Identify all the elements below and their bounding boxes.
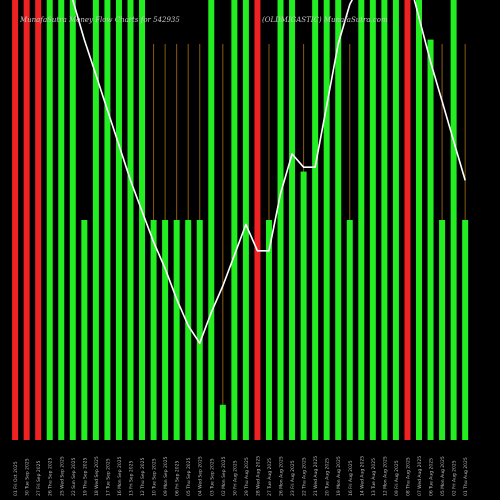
money-flow-bar (358, 0, 365, 440)
money-flow-bar (219, 404, 226, 440)
money-flow-bar (439, 220, 446, 440)
money-flow-bar (185, 220, 192, 440)
money-flow-bar (450, 0, 457, 440)
money-flow-bar (335, 0, 342, 440)
x-tick-labels: 01 Fri Oct 2025 30 Tue Sep 2025 27 Fri Sep… (13, 456, 469, 496)
money-flow-bar (115, 0, 122, 440)
x-tick-label: 19 Thu Sep 2025 (82, 457, 88, 496)
money-flow-bar (35, 0, 42, 440)
money-flow-bar (23, 0, 30, 440)
money-flow-bar (369, 0, 376, 440)
x-tick-label: 05 Thu Sep 2025 (186, 457, 192, 496)
money-flow-bar (127, 0, 134, 440)
x-tick-label: 18 Wed Sep 2025 (94, 456, 100, 496)
x-tick-label: 22 Thu Aug 2025 (302, 457, 308, 496)
x-tick-label: 04 Wed Sep 2025 (198, 456, 204, 496)
x-tick-label: 28 Wed Aug 2025 (255, 456, 261, 496)
money-flow-bar (254, 0, 261, 440)
x-tick-label: 19 Mon Aug 2025 (336, 456, 342, 496)
x-tick-label: 01 Fri Oct 2025 (13, 461, 19, 496)
x-tick-label: 09 Mon Sep 2025 (163, 456, 169, 496)
x-tick-label: 13 Fri Sep 2025 (129, 461, 135, 496)
money-flow-bar (242, 0, 249, 440)
money-flow-bar (265, 220, 272, 440)
x-tick-label: 23 Fri Aug 2025 (290, 460, 296, 496)
money-flow-bar (104, 0, 111, 440)
x-tick-label: 20 Tue Aug 2025 (325, 458, 331, 496)
x-tick-label: 22 Sun Sep 2025 (71, 457, 77, 496)
money-flow-bar (92, 0, 99, 440)
chart-title-right: (OLDMIGASTIC) MunafaSutra.com (262, 16, 388, 24)
x-tick-label: 13 Tue Aug 2025 (371, 458, 377, 496)
price-line (72, 0, 466, 345)
money-flow-bar (277, 0, 284, 440)
x-tick-label: 12 Mon Aug 2025 (382, 456, 388, 496)
money-flow-bar (150, 220, 157, 440)
money-flow-bar (289, 0, 296, 440)
x-tick-label: 14 Wed Aug 2025 (359, 456, 365, 496)
x-tick-label: 27 Tue Aug 2025 (267, 458, 273, 496)
chart-title: MunafaSutra Money Flow Charts for 542935… (20, 16, 490, 28)
money-flow-bar (46, 0, 53, 440)
x-tick-label: 07 Wed Aug 2025 (417, 456, 423, 496)
x-tick-label: 26 Thu Sep 2025 (48, 457, 54, 496)
money-flow-bar (392, 0, 399, 440)
money-flow-bar (162, 220, 169, 440)
money-flow-bar (58, 0, 65, 440)
money-flow-bar (196, 220, 203, 440)
money-flow-bar (12, 0, 19, 440)
money-flow-bar (300, 171, 307, 440)
x-tick-label: 01 Thu Aug 2025 (463, 457, 469, 496)
x-tick-label: 26 Mon Aug 2025 (279, 456, 285, 496)
x-tick-label: 02 Mon Sep 2025 (221, 456, 227, 496)
x-tick-label: 16 Fri Aug 2025 (348, 460, 354, 496)
money-flow-bar (416, 0, 422, 440)
bars-layer (12, 0, 469, 440)
chart-title-left: MunafaSutra Money Flow Charts for 542935 (20, 16, 180, 24)
x-tick-label: 30 Fri Aug 2025 (232, 460, 238, 496)
x-tick-label: 25 Wed Sep 2025 (59, 456, 65, 496)
x-tick-label: 16 Mon Sep 2025 (117, 456, 123, 496)
x-tick-label: 08 Thu Aug 2025 (405, 457, 411, 496)
price-line-layer (72, 0, 466, 345)
money-flow-bar (404, 0, 411, 440)
money-flow-bar (81, 220, 88, 440)
x-tick-label: 29 Thu Aug 2025 (244, 457, 250, 496)
x-tick-label: 02 Fri Aug 2025 (452, 460, 458, 496)
x-tick-label: 06 Fri Sep 2025 (175, 461, 181, 496)
x-tick-label: 09 Fri Aug 2025 (394, 460, 400, 496)
money-flow-bar (231, 0, 238, 440)
x-tick-label: 30 Tue Sep 2025 (25, 458, 31, 496)
x-tick-label: 12 Thu Sep 2025 (140, 457, 146, 496)
money-flow-bar (323, 0, 330, 440)
money-flow-bar (427, 39, 434, 440)
money-flow-bar (381, 0, 388, 440)
money-flow-bar (346, 220, 353, 440)
x-tick-label: 17 Tue Sep 2025 (105, 458, 111, 496)
x-tick-label: 27 Fri Sep 2025 (36, 461, 42, 496)
money-flow-bar (69, 0, 76, 440)
money-flow-bar (462, 220, 469, 440)
money-flow-bar (139, 0, 146, 440)
x-tick-label: 03 Tue Sep 2025 (209, 458, 215, 496)
x-tick-label: 05 Mon Aug 2025 (440, 456, 446, 496)
x-tick-label: 10 Tue Sep 2025 (152, 458, 158, 496)
money-flow-bar (173, 220, 180, 440)
money-flow-bar (208, 0, 215, 440)
money-flow-bar (312, 0, 319, 440)
x-tick-label: 06 Tue Aug 2025 (429, 458, 435, 496)
x-tick-label: 21 Wed Aug 2025 (313, 456, 319, 496)
